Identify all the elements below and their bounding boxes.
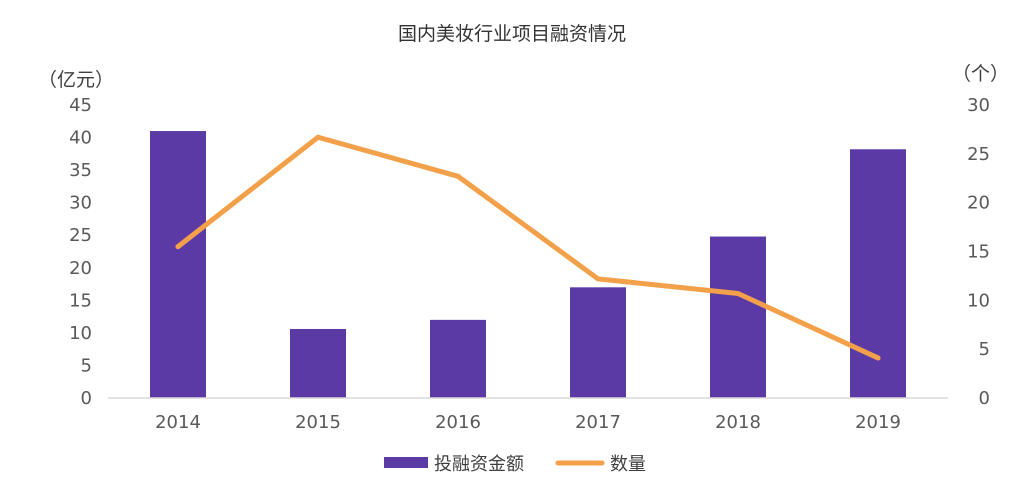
left-tick-label: 30: [69, 193, 92, 214]
legend-line-label: 数量: [610, 454, 646, 475]
right-tick-label: 10: [967, 290, 990, 311]
line-point: [175, 244, 181, 250]
category-label: 2019: [855, 412, 901, 433]
right-tick-label: 5: [979, 339, 990, 360]
line-point: [455, 173, 461, 179]
chart-title: 国内美妆行业项目融资情况: [398, 23, 626, 45]
left-axis-unit: （亿元）: [38, 69, 114, 91]
legend-bar-label: 投融资金额: [434, 454, 524, 475]
category-label: 2016: [435, 412, 481, 433]
left-tick-label: 0: [81, 388, 92, 409]
right-tick-label: 25: [967, 144, 990, 165]
left-tick-label: 25: [69, 225, 92, 246]
left-tick-label: 10: [69, 323, 92, 344]
bar: [150, 131, 206, 399]
right-tick-label: 15: [967, 242, 990, 263]
left-axis-ticks: 0 5 10 15 20 25 30 35 40 45: [69, 95, 92, 409]
line-point: [315, 134, 321, 140]
category-label: 2017: [575, 412, 621, 433]
bar: [430, 319, 486, 398]
bar: [710, 236, 766, 398]
legend: 投融资金额 数量: [384, 454, 646, 475]
bar-series: [150, 131, 906, 399]
right-axis-ticks: 0 5 10 15 20 25 30: [967, 95, 990, 409]
left-tick-label: 45: [69, 95, 92, 116]
line-point: [735, 290, 741, 296]
category-label: 2018: [715, 412, 761, 433]
right-tick-label: 30: [967, 95, 990, 116]
legend-bar-swatch: [384, 457, 428, 468]
line-path: [175, 134, 881, 361]
category-label: 2014: [155, 412, 201, 433]
right-tick-label: 20: [967, 193, 990, 214]
left-tick-label: 20: [69, 258, 92, 279]
category-labels: 2014 2015 2016 2017 2018 2019: [155, 412, 901, 433]
left-tick-label: 40: [69, 128, 92, 149]
left-tick-label: 15: [69, 290, 92, 311]
right-axis-unit: （个）: [952, 63, 1009, 85]
category-label: 2015: [295, 412, 341, 433]
line-point: [875, 355, 881, 361]
bar: [290, 328, 346, 398]
line-series: [175, 134, 881, 361]
right-tick-label: 0: [979, 388, 990, 409]
left-tick-label: 35: [69, 160, 92, 181]
left-tick-label: 5: [81, 355, 92, 376]
line-point: [595, 276, 601, 282]
bar: [570, 287, 626, 398]
bar: [850, 149, 906, 398]
